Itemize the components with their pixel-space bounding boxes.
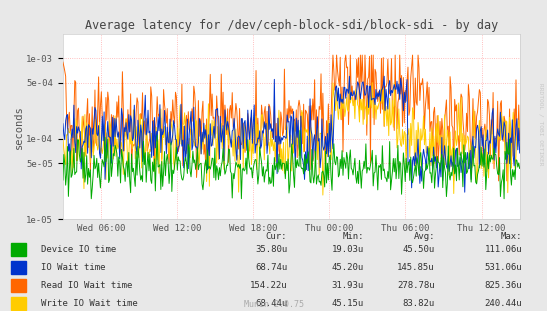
Text: Avg:: Avg:	[414, 232, 435, 241]
Text: Cur:: Cur:	[266, 232, 287, 241]
Text: Read IO Wait time: Read IO Wait time	[41, 281, 132, 290]
Text: 45.20u: 45.20u	[331, 263, 364, 272]
Text: 31.93u: 31.93u	[331, 281, 364, 290]
Y-axis label: seconds: seconds	[14, 105, 24, 149]
Text: 45.50u: 45.50u	[403, 245, 435, 254]
Text: Max:: Max:	[501, 232, 522, 241]
Text: 154.22u: 154.22u	[249, 281, 287, 290]
Text: 278.78u: 278.78u	[397, 281, 435, 290]
Text: 19.03u: 19.03u	[331, 245, 364, 254]
Text: 531.06u: 531.06u	[485, 263, 522, 272]
Text: 68.74u: 68.74u	[255, 263, 287, 272]
Text: 68.44u: 68.44u	[255, 299, 287, 308]
Text: 111.06u: 111.06u	[485, 245, 522, 254]
Text: 35.80u: 35.80u	[255, 245, 287, 254]
Text: RRDTOOL / TOBI OETIKER: RRDTOOL / TOBI OETIKER	[538, 83, 543, 166]
Text: 45.15u: 45.15u	[331, 299, 364, 308]
Text: 240.44u: 240.44u	[485, 299, 522, 308]
Text: Write IO Wait time: Write IO Wait time	[41, 299, 138, 308]
Text: 145.85u: 145.85u	[397, 263, 435, 272]
Text: Munin 2.0.75: Munin 2.0.75	[243, 299, 304, 309]
Text: 825.36u: 825.36u	[485, 281, 522, 290]
Text: Min:: Min:	[342, 232, 364, 241]
Text: IO Wait time: IO Wait time	[41, 263, 106, 272]
Title: Average latency for /dev/ceph-block-sdi/block-sdi - by day: Average latency for /dev/ceph-block-sdi/…	[85, 19, 498, 32]
Text: Device IO time: Device IO time	[41, 245, 117, 254]
Text: 83.82u: 83.82u	[403, 299, 435, 308]
